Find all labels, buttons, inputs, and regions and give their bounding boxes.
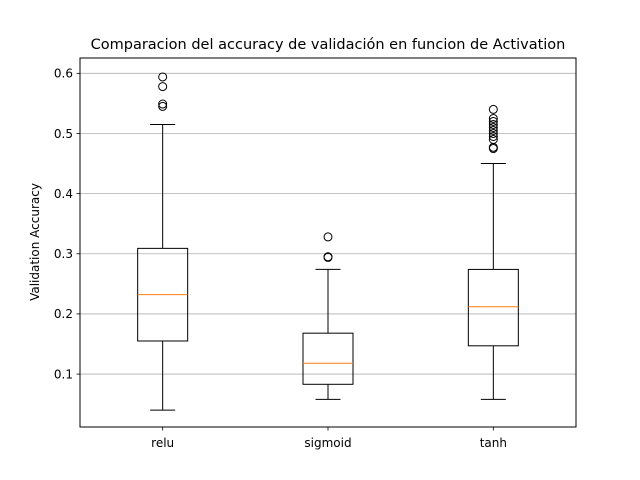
outlier-point [488,128,498,138]
outlier-point [488,119,498,129]
outlier-point [488,122,498,132]
outlier-point [323,252,333,262]
outlier-point [488,131,498,141]
y-axis: 0.1 0.2 0.3 0.4 0.5 0.6 [54,67,80,381]
y-tick-label: 0.6 [54,67,73,81]
outlier-point [488,104,498,114]
outlier-point [158,72,168,82]
x-tick-label: relu [151,436,174,450]
box-relu [137,72,189,411]
y-axis-label: Validation Accuracy [28,183,42,301]
y-tick-label: 0.4 [54,187,73,201]
boxes [137,72,519,411]
y-tick-label: 0.2 [54,307,73,321]
outlier-point [158,99,168,109]
outlier-point [323,232,333,242]
box-tanh [467,104,519,400]
outlier-point [488,134,498,144]
y-tick-label: 0.3 [54,247,73,261]
x-tick-label: tanh [480,436,507,450]
x-axis: relu sigmoid tanh [151,427,507,450]
box-sigmoid [302,232,354,400]
chart-title: Comparacion del accuracy de validación e… [91,37,566,53]
outlier-point [488,125,498,135]
outlier-point [158,101,168,111]
outlier-point [488,116,498,126]
x-tick-label: sigmoid [304,436,351,450]
outlier-point [488,113,498,123]
iqr-box [467,268,519,347]
iqr-box [302,332,354,385]
outlier-point [158,82,168,92]
y-tick-label: 0.5 [54,127,73,141]
y-tick-label: 0.1 [54,367,73,381]
